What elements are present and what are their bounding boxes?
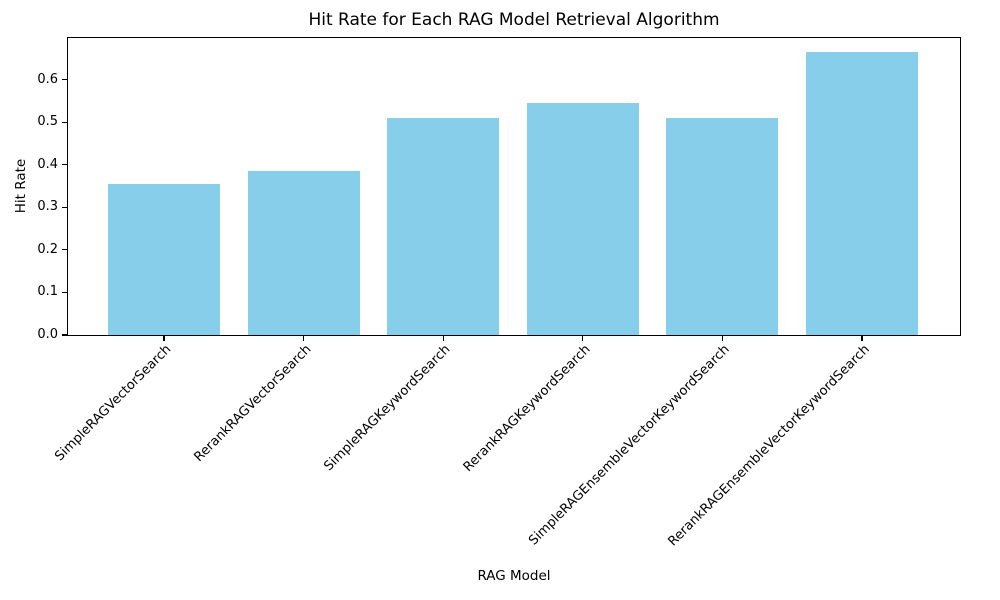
y-tick-label: 0.0 bbox=[37, 327, 58, 342]
y-tick-mark bbox=[62, 334, 67, 336]
bar bbox=[666, 118, 779, 335]
x-tick-label: RerankRAGKeywordSearch bbox=[460, 342, 594, 475]
y-tick-mark bbox=[62, 121, 67, 123]
bar bbox=[247, 170, 360, 335]
bar bbox=[108, 183, 220, 335]
y-tick-mark bbox=[62, 164, 67, 166]
x-tick-mark bbox=[861, 336, 863, 341]
x-axis-label: RAG Model bbox=[477, 568, 551, 584]
y-tick-label: 0.2 bbox=[37, 241, 58, 257]
x-tick-label: SimpleRAGKeywordSearch bbox=[321, 342, 454, 475]
bar bbox=[806, 52, 918, 335]
x-tick-mark bbox=[442, 336, 444, 341]
plot-area: 0.0 0.1 0.2 0.3 0.4 0.5 0.6 SimpleRAGVectorSear… bbox=[37, 37, 961, 549]
x-tick-mark bbox=[163, 336, 165, 341]
y-tick-label: 0.5 bbox=[37, 114, 58, 130]
x-tick-mark bbox=[303, 336, 305, 341]
x-tick-label: SimpleRAGVectorSearch bbox=[52, 342, 175, 465]
y-tick-mark bbox=[62, 79, 67, 81]
y-tick-label: 0.3 bbox=[37, 199, 58, 215]
y-tick-mark bbox=[62, 206, 67, 208]
bar bbox=[387, 118, 500, 335]
bar bbox=[526, 102, 639, 335]
y-axis-label: Hit Rate bbox=[13, 158, 29, 214]
y-tick-label: 0.4 bbox=[37, 156, 58, 172]
y-tick-mark bbox=[62, 249, 67, 251]
x-tick-mark bbox=[721, 336, 723, 341]
y-tick-label: 0.1 bbox=[37, 284, 58, 300]
y-tick-label: 0.6 bbox=[37, 71, 58, 87]
x-tick-label: RerankRAGVectorSearch bbox=[191, 342, 315, 465]
x-tick-mark bbox=[582, 336, 584, 341]
chart-title: Hit Rate for Each RAG Model Retrieval Al… bbox=[308, 10, 720, 30]
y-tick-mark bbox=[62, 291, 67, 294]
